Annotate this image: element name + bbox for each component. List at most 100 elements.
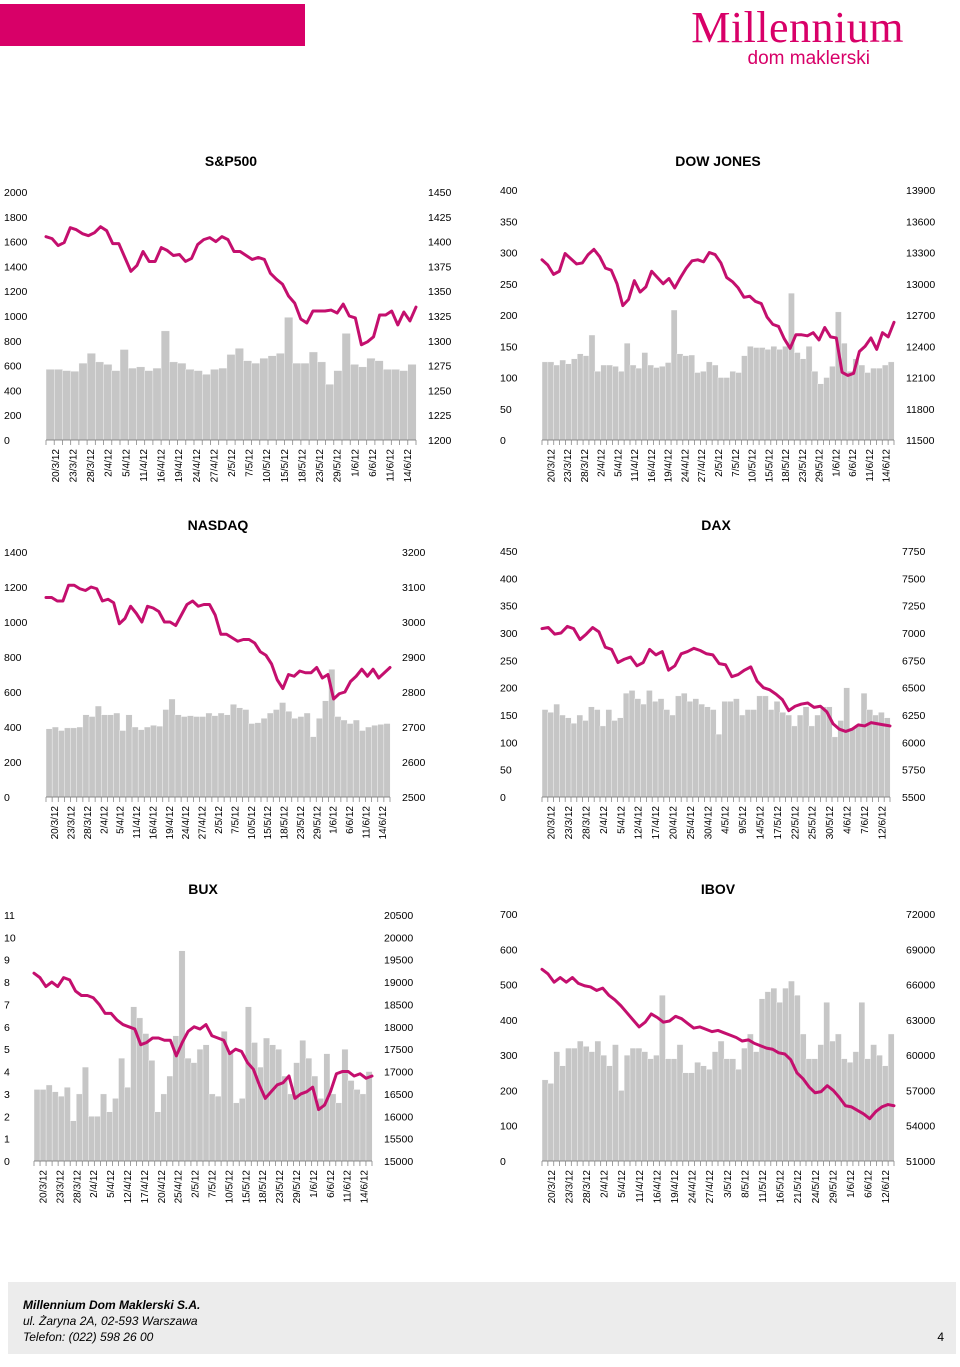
dax-x-tick-label: 20/4/12: [669, 806, 680, 840]
dow-jones-volume-bar: [676, 353, 684, 441]
ibov-volume-bar: [612, 1044, 619, 1162]
ibov-x-tick-label: 24/5/12: [811, 1170, 822, 1204]
dax-right-tick-label: 7750: [902, 546, 926, 558]
s-p500-volume-bar: [366, 357, 376, 441]
nasdaq-right-tick-label: 3000: [402, 617, 426, 629]
bux-volume-bar: [251, 1042, 258, 1162]
dax-x-tick-label: 22/5/12: [790, 806, 801, 840]
page-number: 4: [937, 1330, 944, 1344]
bux-x-tick-label: 29/5/12: [292, 1170, 303, 1204]
bux-right-tick-label: 17500: [384, 1044, 413, 1056]
ibov-volume-bar: [735, 1069, 742, 1162]
bux-volume-bar: [214, 1095, 222, 1162]
nasdaq-volume-bar: [236, 707, 244, 798]
dax-volume-bar: [698, 703, 705, 798]
s-p500-x-tick-label: 23/5/12: [315, 449, 326, 483]
dow-jones-volume-bar: [776, 349, 783, 441]
ibov-volume-bar: [799, 1033, 807, 1162]
nasdaq-volume-bar: [217, 712, 225, 798]
nasdaq-volume-bar: [107, 714, 115, 798]
nasdaq-volume-bar: [205, 712, 213, 798]
bux-volume-bar: [281, 1075, 288, 1162]
dax-x-tick-label: 9/5/12: [738, 806, 749, 834]
bux-volume-bar: [208, 1093, 216, 1162]
bux-right-tick-label: 18000: [384, 1022, 413, 1034]
nasdaq-volume-bar: [254, 722, 262, 798]
s-p500-left-tick-label: 2000: [4, 187, 28, 199]
dow-jones-right-tick-label: 13300: [906, 248, 935, 260]
dow-jones-x-tick-label: 6/6/12: [848, 449, 859, 477]
s-p500-volume-bar: [86, 352, 96, 441]
dow-jones-x-tick-label: 18/5/12: [781, 449, 792, 483]
s-p500-left-tick-label: 600: [4, 361, 22, 373]
dow-jones-x-tick-label: 29/5/12: [815, 449, 826, 483]
dow-jones-volume-bar: [688, 354, 695, 441]
ibov-volume-bar: [776, 1002, 783, 1162]
dax-right-tick-label: 5750: [902, 765, 926, 777]
dow-jones-x-tick-label: 28/3/12: [580, 449, 591, 483]
s-p500-volume-bar: [226, 354, 236, 441]
dow-jones-volume-bar: [729, 371, 737, 441]
dow-jones-volume-bar: [582, 355, 590, 441]
ibov-x-tick-label: 29/5/12: [828, 1170, 839, 1204]
bux-x-tick-label: 2/5/12: [191, 1170, 202, 1198]
dow-jones-volume-bar: [835, 311, 842, 441]
s-p500-volume-bar: [136, 366, 146, 441]
nasdaq-volume-bar: [291, 718, 299, 798]
nasdaq-volume-bar: [309, 736, 317, 798]
dow-jones-x-tick-label: 2/5/12: [714, 449, 725, 477]
s-p500-volume-bar: [54, 369, 63, 441]
dax-volume-bar: [704, 706, 711, 798]
bux-volume-bar: [70, 1120, 77, 1162]
ibov-x-tick-label: 24/4/12: [688, 1170, 699, 1204]
s-p500-right-tick-label: 1325: [428, 311, 452, 323]
s-p500-volume-bar: [103, 364, 113, 441]
s-p500-volume-bar: [333, 370, 343, 441]
dow-jones-right-tick-label: 11500: [906, 435, 935, 447]
ibov-right-tick-label: 69000: [906, 944, 935, 956]
dow-jones-volume-bar: [858, 364, 866, 441]
ibov-volume-bar: [565, 1047, 572, 1162]
nasdaq-volume-bar: [230, 704, 237, 798]
ibov-volume-bar: [752, 1051, 760, 1162]
dax-volume-bar: [855, 725, 862, 798]
dax-volume-bar: [564, 717, 572, 798]
nasdaq-x-tick-label: 14/6/12: [378, 806, 389, 840]
s-p500-x-tick-label: 7/5/12: [245, 449, 256, 477]
bux-x-tick-label: 18/5/12: [258, 1170, 269, 1204]
ibov-volume-bar: [858, 1002, 866, 1162]
bux-x-tick-label: 23/3/12: [55, 1170, 66, 1204]
ibov-volume-bar: [741, 1047, 748, 1162]
dax-volume-bar: [541, 709, 549, 798]
ibov-left-tick-label: 300: [500, 1050, 518, 1062]
ibov-right-tick-label: 63000: [906, 1015, 935, 1027]
s-p500-volume-bar: [358, 366, 368, 441]
dax-right-tick-label: 7000: [902, 628, 926, 640]
nasdaq-index-line: [44, 583, 392, 701]
ibov-volume-bar: [882, 1065, 889, 1162]
s-p500-x-tick-label: 28/3/12: [86, 449, 97, 483]
dax-right-tick-label: 7250: [902, 601, 926, 613]
nasdaq-volume-bar: [101, 714, 108, 798]
s-p500-index-line: [44, 225, 418, 347]
bux-x-tick-label: 15/5/12: [241, 1170, 252, 1204]
dow-jones-x-tick-label: 7/5/12: [731, 449, 742, 477]
s-p500-chart-title: S&P500: [205, 153, 257, 169]
bux-volume-bar: [166, 1075, 174, 1162]
dax-x-tick-label: 25/4/12: [686, 806, 697, 840]
ibov-volume-bar: [571, 1047, 578, 1162]
bux-right-tick-label: 17000: [384, 1067, 413, 1079]
nasdaq-x-tick-label: 15/5/12: [263, 806, 274, 840]
dax-x-tick-label: 14/5/12: [756, 806, 767, 840]
dow-jones-volume-bar: [717, 377, 725, 441]
nasdaq-volume-bar: [187, 715, 194, 798]
nasdaq-volume-bar: [365, 726, 373, 798]
dax-x-tick-label: 4/5/12: [721, 806, 732, 834]
dow-jones-volume-bar: [612, 366, 619, 441]
s-p500-volume-bar: [317, 361, 326, 441]
dow-jones-volume-bar: [629, 364, 637, 441]
bux-volume-bar: [160, 1093, 168, 1162]
s-p500-volume-bar: [119, 349, 129, 441]
logo-subtitle: dom maklerski: [747, 48, 870, 69]
dow-jones-right-tick-label: 12100: [906, 373, 935, 385]
